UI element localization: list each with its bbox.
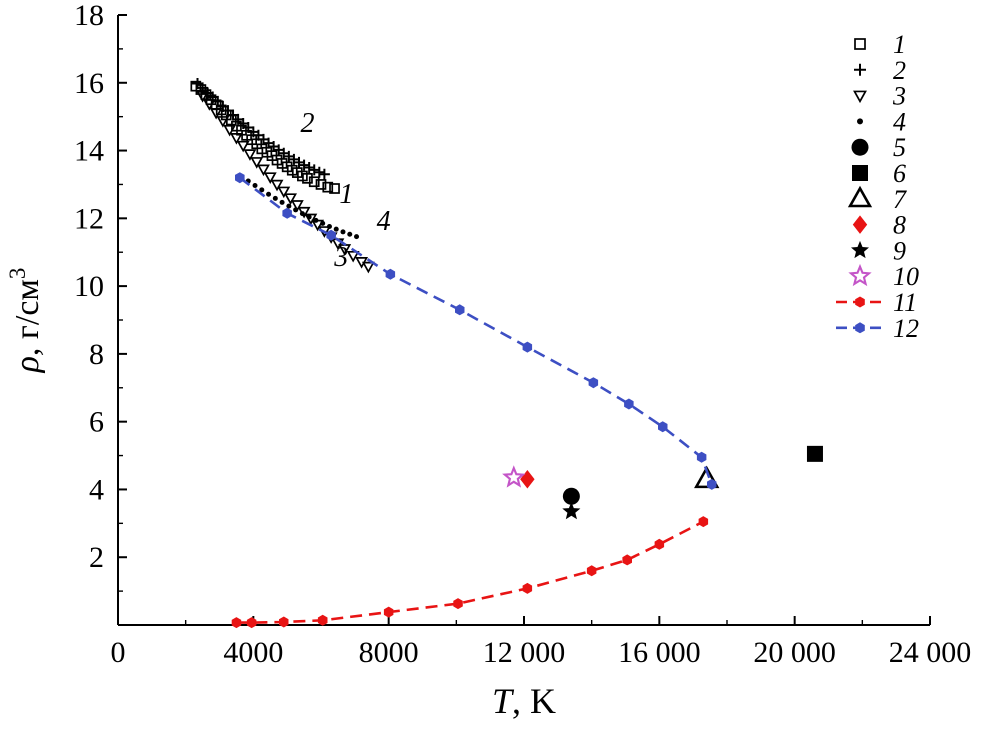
legend-label: 6 (893, 159, 906, 188)
legend-row-2: 2 (854, 56, 906, 85)
series-12-line (239, 176, 714, 485)
series-6 (806, 445, 823, 462)
x-tick-label: 4000 (223, 636, 283, 669)
x-tick-label: 0 (111, 636, 126, 669)
legend-label: 3 (892, 82, 906, 111)
series-4 (245, 178, 360, 240)
y-tick-label: 14 (74, 135, 104, 168)
legend-row-8: 8 (852, 211, 906, 240)
y-tick-label: 16 (74, 67, 104, 100)
legend-row-6: 6 (852, 159, 906, 188)
legend-row-11: 11 (836, 288, 917, 317)
legend-label: 8 (893, 211, 906, 240)
x-tick-label: 20 000 (753, 636, 836, 669)
axes (117, 15, 930, 626)
legend-row-9: 9 (851, 236, 906, 265)
legend-label: 9 (893, 236, 906, 265)
series-7 (694, 465, 720, 489)
series-12 (235, 172, 717, 490)
x-axis-label: T, K (492, 681, 556, 721)
y-tick-label: 4 (89, 473, 104, 506)
legend-row-10: 10 (848, 262, 919, 291)
legend-row-12: 12 (836, 314, 919, 343)
legend-row-3: 3 (853, 82, 906, 111)
legend-label: 12 (893, 314, 919, 343)
x-tick-label: 8000 (359, 636, 419, 669)
series-9 (562, 502, 581, 520)
y-axis-label: ρ, г/см3 (5, 268, 46, 374)
y-tick-label: 8 (89, 338, 104, 371)
legend-row-4: 4 (857, 107, 906, 136)
curve-label-4: 4 (377, 206, 391, 237)
series-8 (520, 469, 535, 489)
x-tick-label: 24 000 (889, 636, 972, 669)
legend-label: 1 (893, 30, 906, 59)
legend-label: 5 (893, 133, 906, 162)
annotations: 2 143 (300, 108, 390, 273)
curve-label-3: 3 (333, 242, 348, 273)
legend-row-1: 1 (854, 30, 906, 59)
series-11-line (236, 520, 704, 624)
series-10 (502, 465, 526, 488)
legend-row-5: 5 (851, 133, 906, 162)
x-tick-label: 16 000 (618, 636, 701, 669)
y-tick-label: 18 (74, 0, 104, 32)
curve-label-2: 2 (300, 108, 314, 139)
legend-row-7: 7 (847, 185, 907, 214)
x-tick-label: 12 000 (483, 636, 566, 669)
series-11 (231, 516, 709, 629)
series-2 (192, 77, 330, 180)
axis-ticks: 0 4000 8000 12 000 16 000 20 000 24 0002468101… (74, 0, 971, 669)
legend-label: 10 (893, 262, 919, 291)
y-tick-label: 12 (74, 202, 104, 235)
y-tick-label: 10 (74, 270, 104, 303)
legend-label: 2 (893, 56, 906, 85)
legend-label: 7 (893, 185, 907, 214)
legend-label: 11 (893, 288, 917, 317)
curve-label-1: 1 (339, 179, 353, 210)
y-tick-label: 2 (89, 541, 104, 574)
legend-label: 4 (893, 107, 906, 136)
y-tick-label: 6 (89, 406, 104, 439)
series-5 (562, 487, 580, 505)
